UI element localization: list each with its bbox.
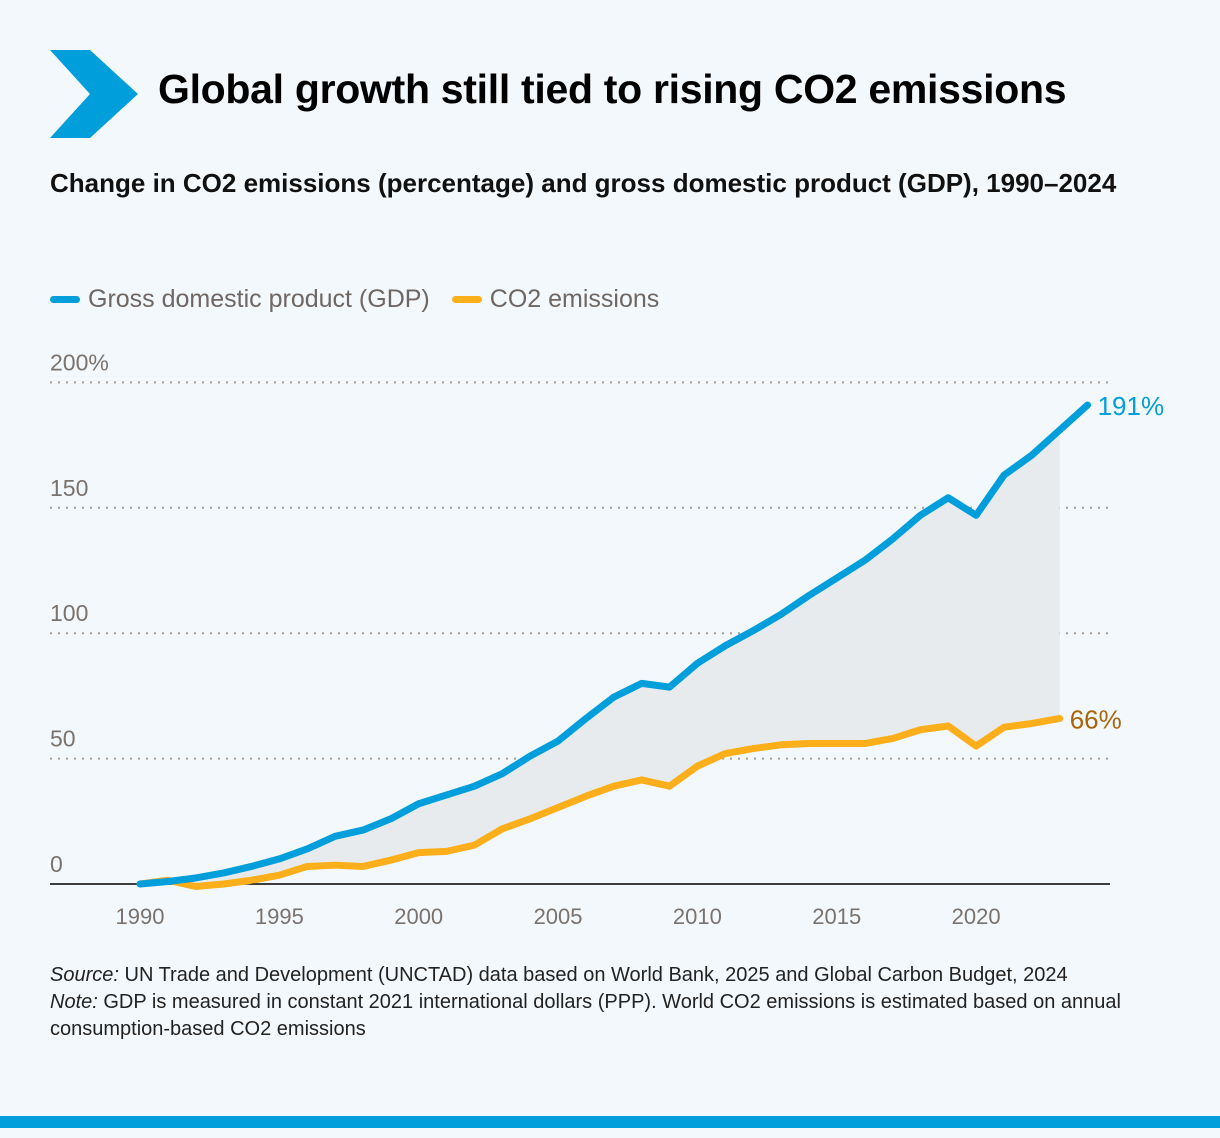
legend-item-gdp: Gross domestic product (GDP): [50, 285, 430, 314]
gdp-line: [136, 401, 1092, 888]
legend-swatch-gdp: [50, 296, 80, 303]
legend-label-co2: CO2 emissions: [489, 285, 660, 313]
source-text: UN Trade and Development (UNCTAD) data b…: [118, 964, 1068, 986]
shaded-gap-area: [140, 430, 1060, 887]
gdp-end-label: 191%: [1098, 391, 1165, 421]
legend-swatch-co2: [451, 296, 482, 303]
co2-end-label: 66%: [1070, 704, 1122, 734]
x-tick-label: 2010: [673, 904, 722, 929]
y-tick-label: 0: [50, 851, 63, 877]
x-tick-label: 2015: [812, 904, 861, 929]
note: Note: GDP is measured in constant 2021 i…: [50, 989, 1170, 1043]
chart-subtitle: Change in CO2 emissions (percentage) and…: [50, 168, 1117, 198]
line-chart: 0 50 100 150 200% 1990 1995 2000 2005 2010 2015 202…: [50, 349, 1165, 929]
y-tick-label: 50: [50, 726, 76, 752]
x-tick-label: 2000: [394, 904, 443, 929]
bottom-brand-bar: [0, 1116, 1220, 1128]
source-note: Source: UN Trade and Development (UNCTAD…: [50, 962, 1170, 989]
chevron-logo-icon: [50, 50, 138, 138]
x-tick-label: 1990: [116, 904, 165, 929]
x-tick-label: 2005: [534, 904, 583, 929]
legend-item-co2: CO2 emissions: [451, 285, 660, 314]
legend-label-gdp: Gross domestic product (GDP): [88, 285, 430, 313]
x-tick-label: 1995: [255, 904, 304, 929]
source-label: Source:: [50, 964, 119, 986]
chart-notes: Source: UN Trade and Development (UNCTAD…: [50, 962, 1170, 1043]
y-tick-label: 200%: [50, 349, 109, 375]
chart-legend: Gross domestic product (GDP) CO2 emissio…: [50, 285, 681, 314]
x-tick-label: 2020: [952, 904, 1001, 929]
co2-line: [136, 714, 1064, 891]
note-text: GDP is measured in constant 2021 interna…: [50, 991, 1121, 1040]
note-label: Note:: [50, 991, 98, 1013]
page-title: Global growth still tied to rising CO2 e…: [158, 66, 1067, 112]
y-tick-label: 150: [50, 475, 88, 501]
y-tick-label: 100: [50, 600, 88, 626]
